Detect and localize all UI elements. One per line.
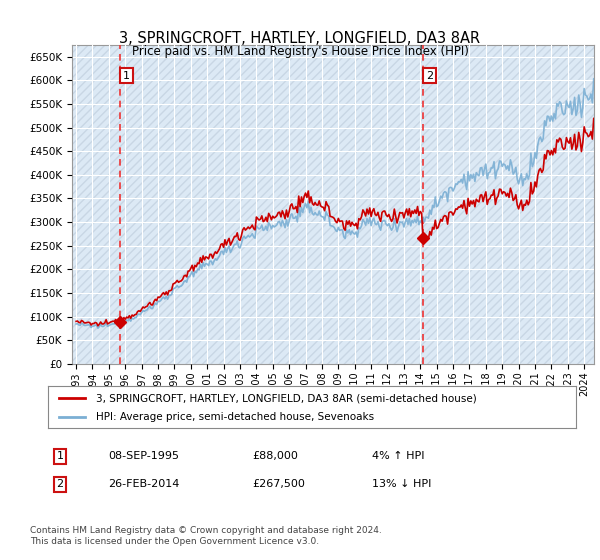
Text: 1: 1 [56,451,64,461]
Text: HPI: Average price, semi-detached house, Sevenoaks: HPI: Average price, semi-detached house,… [95,412,374,422]
Text: 13% ↓ HPI: 13% ↓ HPI [372,479,431,489]
Text: Contains HM Land Registry data © Crown copyright and database right 2024.
This d: Contains HM Land Registry data © Crown c… [30,526,382,546]
Text: £88,000: £88,000 [252,451,298,461]
Text: 3, SPRINGCROFT, HARTLEY, LONGFIELD, DA3 8AR: 3, SPRINGCROFT, HARTLEY, LONGFIELD, DA3 … [119,31,481,46]
Text: 08-SEP-1995: 08-SEP-1995 [108,451,179,461]
Text: 26-FEB-2014: 26-FEB-2014 [108,479,179,489]
Text: 4% ↑ HPI: 4% ↑ HPI [372,451,425,461]
Text: 2: 2 [56,479,64,489]
Text: Price paid vs. HM Land Registry's House Price Index (HPI): Price paid vs. HM Land Registry's House … [131,45,469,58]
Text: 2: 2 [426,71,433,81]
Text: 3, SPRINGCROFT, HARTLEY, LONGFIELD, DA3 8AR (semi-detached house): 3, SPRINGCROFT, HARTLEY, LONGFIELD, DA3 … [95,393,476,403]
Text: £267,500: £267,500 [252,479,305,489]
Text: 1: 1 [123,71,130,81]
